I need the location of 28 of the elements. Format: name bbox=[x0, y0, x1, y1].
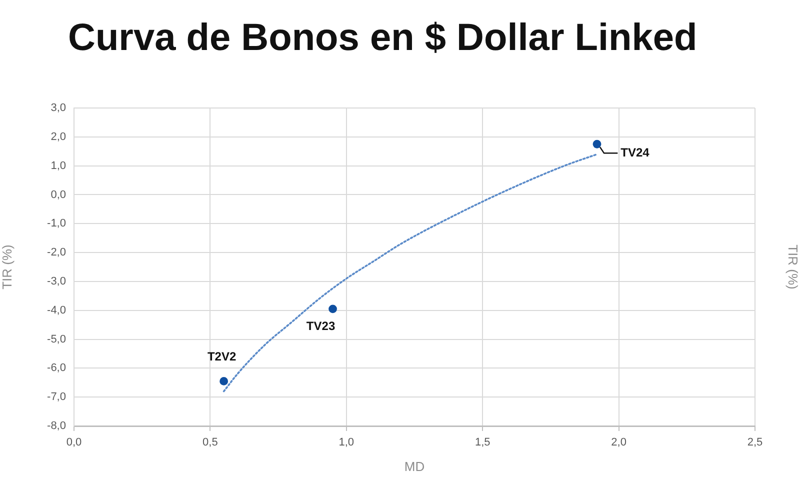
x-axis-title: MD bbox=[404, 458, 425, 474]
y-tick-label: 2,0 bbox=[50, 130, 66, 143]
y-tick-label: -3,0 bbox=[47, 275, 66, 288]
x-tick-label: 1,0 bbox=[338, 436, 354, 449]
y-tick-label: -4,0 bbox=[47, 304, 66, 316]
y2-axis-title: TIR (%) bbox=[786, 244, 800, 290]
y-tick-label: -2,0 bbox=[47, 246, 66, 259]
x-tick-label: 0,5 bbox=[202, 436, 218, 449]
y-tick-label: 1,0 bbox=[50, 160, 66, 172]
x-tick-label: 0,0 bbox=[66, 436, 82, 449]
x-tick-label: 2,5 bbox=[747, 436, 763, 449]
point bbox=[328, 304, 337, 314]
y-tick-label: -1,0 bbox=[47, 218, 66, 230]
x-tick-label: 2,0 bbox=[611, 436, 626, 449]
annotation: TV24 bbox=[620, 145, 650, 160]
y-tick-label: -7,0 bbox=[47, 391, 66, 404]
annotation: TV23 bbox=[306, 319, 336, 334]
y-tick-label: -8,0 bbox=[47, 420, 66, 432]
point bbox=[220, 376, 228, 386]
point bbox=[592, 140, 602, 148]
annotation: T2V2 bbox=[207, 350, 236, 364]
y-tick-label: 3,0 bbox=[50, 102, 66, 114]
y-tick-label: -6,0 bbox=[47, 362, 66, 374]
y-tick-label: 0,0 bbox=[50, 188, 66, 201]
y-axis-title: TIR (%) bbox=[0, 244, 14, 290]
chart-title: Curva de Bonos en $ Dollar Linked bbox=[68, 16, 698, 60]
y-tick-label: -5,0 bbox=[47, 333, 66, 346]
x-tick-label: 1,5 bbox=[474, 436, 490, 449]
